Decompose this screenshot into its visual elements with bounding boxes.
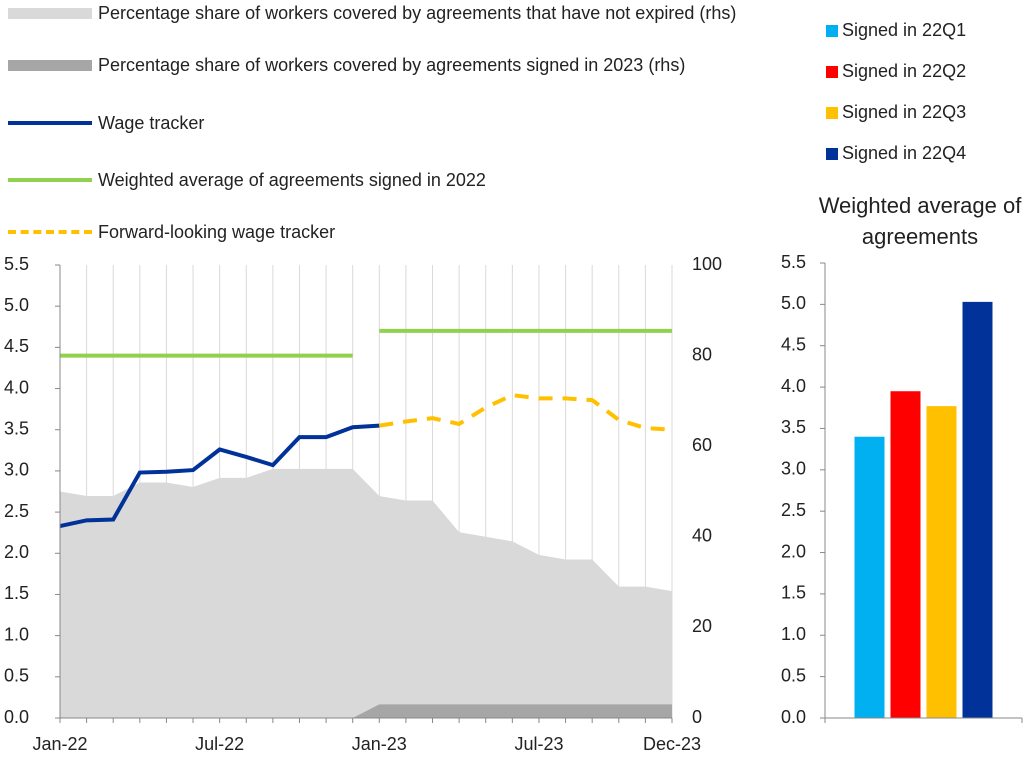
y-tick-label: 1.0	[4, 624, 29, 644]
legend-swatch	[8, 230, 92, 234]
legend-label: Wage tracker	[98, 113, 205, 133]
y2-tick-label: 40	[692, 526, 712, 546]
legend-swatch	[8, 121, 92, 125]
legend-label: Percentage share of workers covered by a…	[98, 55, 686, 75]
legend-swatch	[8, 8, 92, 19]
legend-swatch	[8, 60, 92, 71]
area	[60, 704, 672, 718]
y-tick-label: 5.0	[781, 293, 806, 313]
legend-label: Percentage share of workers covered by a…	[98, 3, 737, 23]
y-tick-label: 4.5	[4, 336, 29, 356]
chart-title: Weighted average of agreements	[818, 193, 1022, 249]
y2-tick-label: 0	[692, 707, 702, 727]
legend-label: Signed in 22Q4	[842, 143, 967, 163]
bar	[890, 391, 921, 718]
legend-symbol	[8, 3, 92, 24]
bar	[854, 436, 885, 718]
area	[60, 468, 672, 718]
y-tick-label: 0.0	[781, 707, 806, 727]
y-tick-label: 5.0	[4, 295, 29, 315]
legend-entry: Percentage share of workers covered by a…	[8, 3, 748, 24]
legend-label: Signed in 22Q2	[842, 61, 967, 81]
legend-entry: Signed in 22Q4	[826, 143, 966, 164]
legend-label: Signed in 22Q1	[842, 20, 967, 40]
legend-swatch	[826, 147, 838, 160]
y-tick-label: 1.5	[4, 583, 29, 603]
y2-tick-label: 100	[692, 254, 722, 274]
y-tick-label: 2.5	[781, 500, 806, 520]
y-tick-label: 0.5	[781, 665, 806, 685]
x-tick-label: Jul-23	[514, 734, 563, 754]
legend-entry: Percentage share of workers covered by a…	[8, 55, 748, 76]
y-tick-label: 1.0	[781, 624, 806, 644]
x-tick-label: Jul-22	[195, 734, 244, 754]
y-tick-label: 3.5	[781, 417, 806, 437]
y-tick-label: 5.5	[4, 254, 29, 274]
legend-swatch	[826, 65, 838, 78]
y-tick-label: 4.0	[4, 377, 29, 397]
legend-entry: Signed in 22Q3	[826, 102, 966, 123]
y-tick-label: 5.5	[781, 252, 806, 272]
y-tick-label: 3.0	[781, 459, 806, 479]
legend-label: Weighted average of agreements signed in…	[98, 170, 486, 190]
line	[378, 393, 673, 432]
legend-symbol	[8, 113, 92, 134]
legend-label: Signed in 22Q3	[842, 102, 967, 122]
y2-tick-label: 80	[692, 344, 712, 364]
x-tick-label: Dec-23	[643, 734, 701, 754]
y-tick-label: 0.5	[4, 666, 29, 686]
legend-symbol	[8, 222, 92, 243]
legend-symbol	[8, 55, 92, 76]
bar	[926, 406, 957, 718]
line	[59, 423, 380, 529]
legend-symbol	[8, 170, 92, 191]
legend-entry: Forward-looking wage tracker	[8, 222, 748, 243]
y2-tick-label: 20	[692, 616, 712, 636]
legend-label: Forward-looking wage tracker	[98, 222, 336, 242]
y-tick-label: 3.0	[4, 460, 29, 480]
legend-entry: Weighted average of agreements signed in…	[8, 170, 748, 191]
legend-entry: Signed in 22Q1	[826, 20, 966, 41]
x-tick-label: Jan-22	[32, 734, 87, 754]
legend-entry: Wage tracker	[8, 113, 748, 134]
legend-swatch	[8, 178, 92, 182]
y-tick-label: 4.0	[781, 376, 806, 396]
y-tick-label: 2.5	[4, 501, 29, 521]
legend-swatch	[826, 106, 838, 119]
y2-tick-label: 60	[692, 435, 712, 455]
y-tick-label: 1.5	[781, 583, 806, 603]
y-tick-label: 2.0	[4, 542, 29, 562]
x-tick-label: Jan-23	[352, 734, 407, 754]
y-tick-label: 2.0	[781, 541, 806, 561]
bar	[962, 301, 993, 718]
legend-swatch	[826, 24, 838, 37]
y-tick-label: 0.0	[4, 707, 29, 727]
y-tick-label: 3.5	[4, 418, 29, 438]
y-tick-label: 4.5	[781, 334, 806, 354]
legend-entry: Signed in 22Q2	[826, 61, 966, 82]
